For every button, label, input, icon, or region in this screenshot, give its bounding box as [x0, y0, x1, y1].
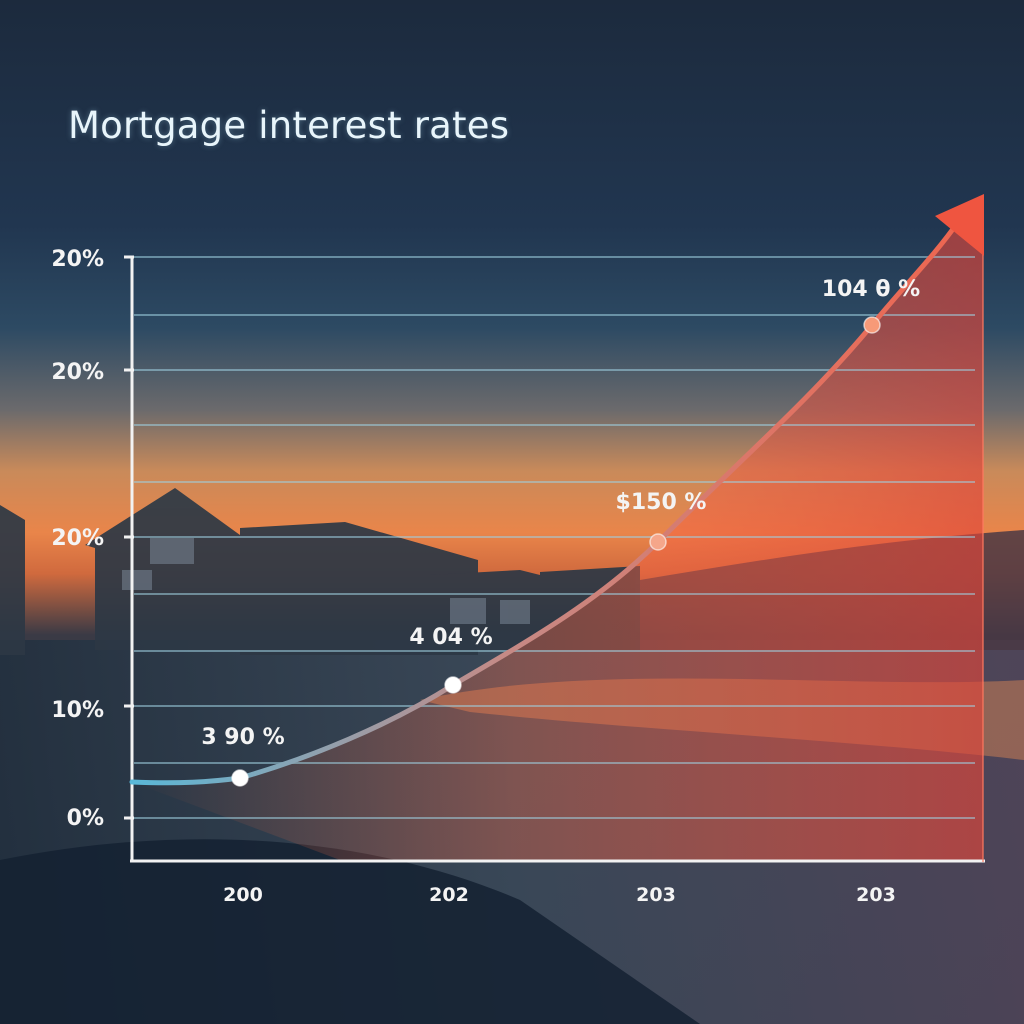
data-point — [444, 676, 462, 694]
beach-shadow — [0, 839, 700, 1024]
data-points — [231, 316, 881, 787]
gridlines — [134, 256, 975, 819]
area-fill — [132, 222, 983, 860]
y-tick-label: 0% — [67, 806, 104, 831]
x-tick-label: 203 — [856, 884, 896, 906]
houses-silhouette — [0, 488, 640, 655]
point-value-label: 3 90 % — [201, 725, 284, 750]
point-value-label: 4 04 % — [409, 625, 492, 650]
point-value-label: $150 % — [616, 490, 707, 515]
y-tick-label: 20% — [51, 360, 104, 385]
x-tick-label: 203 — [636, 884, 676, 906]
x-tick-label: 200 — [223, 884, 263, 906]
y-tick-label: 20% — [51, 247, 104, 272]
data-point — [863, 316, 881, 334]
data-point — [231, 769, 249, 787]
y-tick-label: 10% — [51, 698, 104, 723]
y-axis-ticks — [124, 255, 134, 820]
chart-title: Mortgage interest rates — [68, 104, 510, 147]
x-tick-label: 202 — [429, 884, 469, 906]
y-tick-label: 20% — [51, 526, 104, 551]
point-value-label: 104 θ % — [822, 277, 920, 302]
data-point — [649, 533, 667, 551]
trend-arrow-head — [935, 194, 984, 256]
